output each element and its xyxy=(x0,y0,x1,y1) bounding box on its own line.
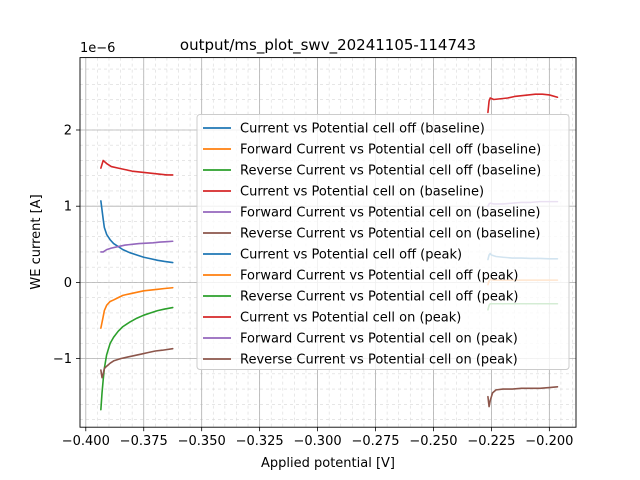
x-axis-ticks: −0.400 −0.375 −0.350 −0.325 −0.300 −0.275 −0.2… xyxy=(62,427,573,449)
x-tick-label: −0.300 xyxy=(294,434,342,449)
legend-label: Reverse Current vs Potential cell on (ba… xyxy=(240,227,540,242)
y-tick-label: −1 xyxy=(53,352,72,367)
legend-label: Reverse Current vs Potential cell off (p… xyxy=(240,290,518,305)
y-tick-label: 1 xyxy=(64,200,72,215)
legend-label: Forward Current vs Potential cell on (pe… xyxy=(240,332,518,347)
series-line-2 xyxy=(100,286,174,329)
y-tick-label: 0 xyxy=(64,276,72,291)
legend-label: Reverse Current vs Potential cell off (b… xyxy=(240,164,541,179)
legend-label: Forward Current vs Potential cell on (ba… xyxy=(240,206,540,221)
x-tick-label: −0.350 xyxy=(178,434,226,449)
y-axis-label: WE current [A] xyxy=(29,194,44,289)
x-axis-label: Applied potential [V] xyxy=(261,456,395,471)
legend-label: Forward Current vs Potential cell off (p… xyxy=(240,269,518,284)
series-line-10 xyxy=(487,93,559,114)
series-line-12 xyxy=(487,386,559,408)
legend-label: Current vs Potential cell off (peak) xyxy=(240,248,462,263)
series-line-5 xyxy=(100,240,174,253)
x-tick-label: −0.200 xyxy=(525,434,573,449)
series-line-4 xyxy=(100,159,174,176)
x-tick-label: −0.225 xyxy=(467,434,515,449)
y-tick-label: 2 xyxy=(64,123,72,138)
legend-box xyxy=(196,114,570,370)
legend-label: Current vs Potential cell on (baseline) xyxy=(240,185,484,200)
legend-label: Current vs Potential cell on (peak) xyxy=(240,311,461,326)
chart-title: output/ms_plot_swv_20241105-114743 xyxy=(180,36,476,55)
x-tick-label: −0.400 xyxy=(62,434,110,449)
series-line-1 xyxy=(100,200,174,264)
x-tick-label: −0.325 xyxy=(236,434,284,449)
x-tick-label: −0.250 xyxy=(409,434,457,449)
y-axis-ticks: −1 0 1 2 xyxy=(53,123,80,367)
y-offset-label: 1e−6 xyxy=(80,41,115,56)
plot-frame xyxy=(79,57,577,428)
legend-label: Forward Current vs Potential cell off (b… xyxy=(240,143,541,158)
series-line-6 xyxy=(100,347,174,379)
legend: Current vs Potential cell off (baseline)… xyxy=(196,114,570,370)
legend-label: Reverse Current vs Potential cell on (pe… xyxy=(240,353,518,368)
x-tick-label: −0.375 xyxy=(120,434,168,449)
x-tick-label: −0.275 xyxy=(351,434,399,449)
legend-label: Current vs Potential cell off (baseline) xyxy=(240,122,485,137)
